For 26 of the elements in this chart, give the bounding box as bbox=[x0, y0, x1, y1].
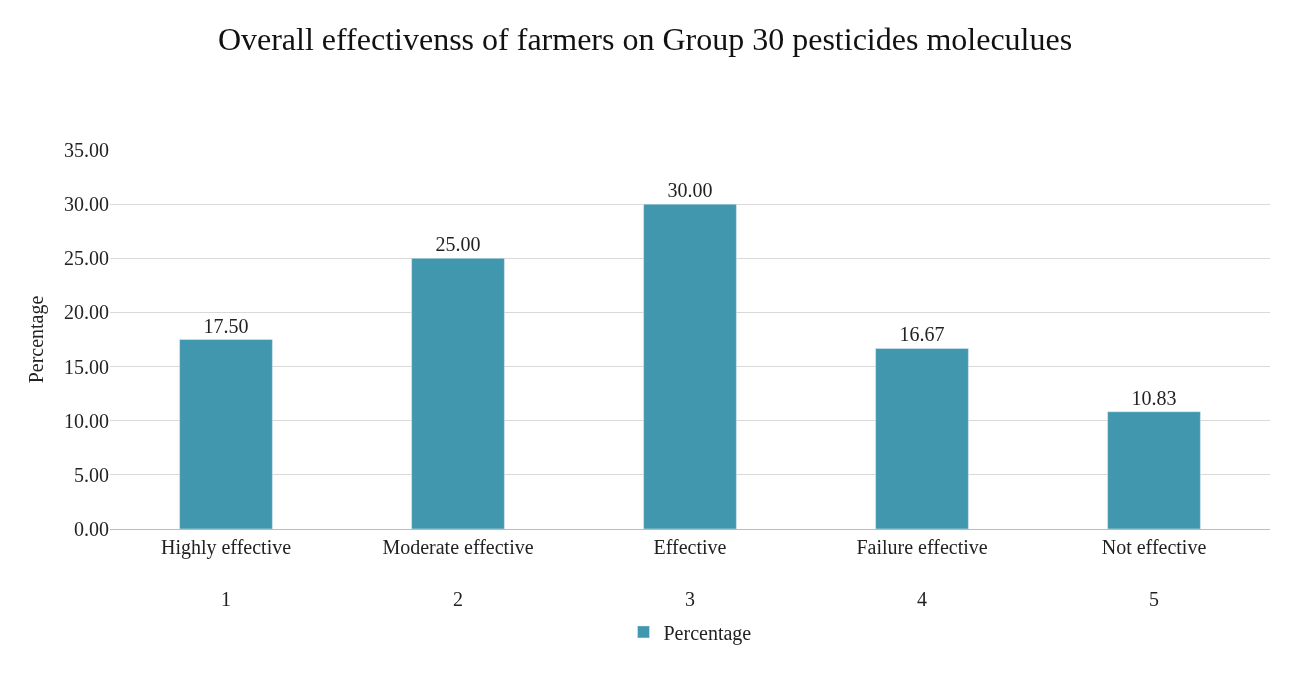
y-tick-label: 0.00 bbox=[74, 518, 109, 540]
bar bbox=[411, 258, 505, 529]
y-tick-label: 15.00 bbox=[64, 355, 109, 378]
text: 25.00 bbox=[435, 233, 481, 256]
y-tick-label: 25.00 bbox=[64, 247, 109, 270]
category-label: Not effective 5 bbox=[1101, 536, 1207, 610]
category-label: Highly effective 1 bbox=[160, 536, 292, 610]
bar bbox=[179, 339, 273, 529]
category-label: Moderate effective 2 bbox=[382, 536, 534, 610]
text: 10.83 bbox=[1131, 386, 1177, 409]
category-label: Effective 3 bbox=[653, 536, 727, 610]
y-tick-label: 35.00 bbox=[64, 139, 109, 161]
y-tick-label: 30.00 bbox=[64, 193, 109, 216]
category-label: Failure effective 4 bbox=[856, 536, 988, 610]
y-tick-label: 10.00 bbox=[64, 409, 109, 432]
bar bbox=[1107, 411, 1201, 529]
y-tick-label: 5.00 bbox=[74, 463, 109, 486]
bar bbox=[875, 348, 969, 529]
chart-title: Overall effectivenss of farmers on Group 30 pesticides moleculues bbox=[217, 20, 1073, 57]
legend-label: Percentage bbox=[663, 621, 752, 645]
text: 16.67 bbox=[899, 323, 945, 346]
y-tick-label: 20.00 bbox=[64, 301, 109, 324]
text: 17.50 bbox=[203, 314, 249, 337]
y-axis-title: Percentage bbox=[24, 295, 48, 384]
bar bbox=[643, 203, 737, 529]
text: 30.00 bbox=[667, 179, 713, 202]
